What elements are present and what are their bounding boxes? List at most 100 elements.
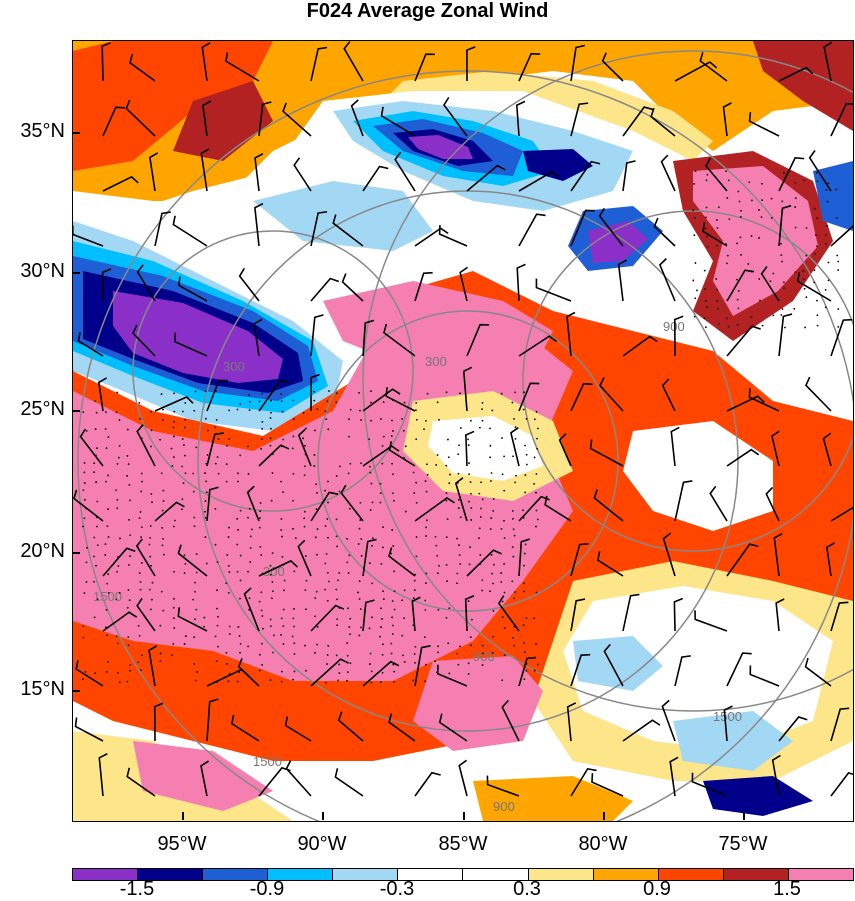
stipple-dot (82, 636, 85, 639)
stipple-dot (172, 456, 175, 459)
stipple-dot (338, 465, 341, 468)
stipple-dot (435, 544, 438, 547)
stipple-dot (489, 528, 492, 531)
stipple-dot (261, 438, 263, 440)
stipple-dot (106, 582, 109, 585)
stipple-dot (226, 663, 228, 665)
colorbar-segment (398, 869, 464, 880)
stipple-dot (391, 462, 393, 465)
stipple-dot (524, 491, 527, 494)
stipple-dot (481, 589, 484, 592)
stipple-dot (794, 197, 797, 200)
longitude-label: 90°W (297, 833, 347, 855)
stipple-dot (490, 554, 493, 556)
stipple-dot (415, 481, 418, 484)
stipple-dot (335, 654, 338, 657)
stipple-dot (457, 498, 460, 501)
stipple-dot (478, 537, 480, 540)
stipple-dot (814, 234, 817, 236)
stipple-dot (104, 554, 107, 556)
stipple-dot (271, 651, 274, 654)
stipple-dot (750, 326, 752, 329)
stipple-dot (94, 428, 97, 431)
wind-barb (726, 448, 760, 467)
stipple-dot (381, 618, 383, 620)
stipple-dot (107, 536, 110, 538)
stipple-dot (358, 580, 361, 583)
field-region (73, 296, 573, 681)
stipple-dot (434, 660, 436, 663)
stipple-dot (481, 402, 484, 404)
wind-barb (830, 225, 853, 247)
stipple-dot (315, 508, 318, 511)
stipple-dot (794, 181, 797, 184)
stipple-dot (292, 435, 295, 438)
stipple-dot (837, 260, 840, 263)
stipple-dot (770, 197, 773, 200)
stipple-dot (105, 609, 108, 611)
stipple-dot (425, 526, 428, 529)
stipple-dot (171, 464, 174, 467)
stipple-dot (525, 617, 528, 620)
stipple-dot (535, 491, 537, 494)
stipple-dot (225, 480, 228, 483)
stipple-dot (260, 554, 263, 556)
stipple-dot (293, 670, 296, 673)
stipple-dot (426, 463, 428, 466)
wind-barb (310, 604, 345, 632)
stipple-dot (293, 653, 296, 655)
stipple-dot (346, 679, 348, 682)
stipple-dot (837, 326, 840, 328)
stipple-dot (715, 278, 718, 280)
stipple-dot (794, 271, 797, 274)
stipple-dot (524, 543, 527, 546)
wind-barb (674, 655, 691, 687)
stipple-dot (500, 572, 503, 574)
stipple-dot (140, 437, 143, 440)
stipple-dot (193, 662, 196, 665)
stipple-dot (140, 490, 143, 493)
stipple-dot (316, 408, 319, 411)
map-panel: 300 900 1500 300 900 1500 300 900 1500 (72, 40, 854, 822)
wind-barb (778, 716, 808, 742)
stipple-dot (348, 554, 351, 557)
stipple-dot (467, 662, 470, 665)
stipple-dot (270, 411, 272, 414)
stipple-dot (160, 393, 163, 396)
wind-barb (822, 432, 832, 467)
stipple-dot (138, 634, 141, 637)
stipple-dot (324, 525, 327, 527)
wind-barb (201, 42, 211, 82)
stipple-dot (827, 182, 830, 185)
wind-barb (825, 542, 836, 577)
range-ring (522, 210, 853, 552)
stipple-dot (359, 626, 362, 629)
stipple-dot (261, 572, 264, 575)
stipple-dot (227, 680, 230, 683)
stipple-dot (706, 173, 709, 176)
colorbar-segment (593, 869, 659, 880)
stipple-dot (303, 510, 306, 513)
stipple-dot (127, 563, 130, 566)
stipple-dot (117, 556, 119, 558)
stipple-dot (468, 462, 470, 464)
stipple-dot (739, 215, 742, 218)
wind-barb (310, 373, 320, 412)
wind-barb (98, 753, 108, 797)
stipple-dot (236, 517, 239, 520)
wind-barb (129, 53, 156, 82)
wind-barb (726, 395, 765, 412)
stipple-dot (315, 590, 318, 593)
stipple-dot (412, 679, 415, 682)
stipple-dot (481, 644, 484, 647)
colorbar-segment (138, 869, 204, 880)
stipple-dot (280, 480, 282, 483)
stipple-dot (260, 392, 263, 395)
stipple-dot (129, 664, 132, 666)
stipple-dot (503, 562, 506, 565)
stipple-dot (258, 400, 261, 403)
stipple-dot (185, 635, 187, 637)
wind-barb (778, 313, 793, 357)
stipple-dot (260, 609, 263, 612)
stipple-dot (402, 654, 404, 657)
